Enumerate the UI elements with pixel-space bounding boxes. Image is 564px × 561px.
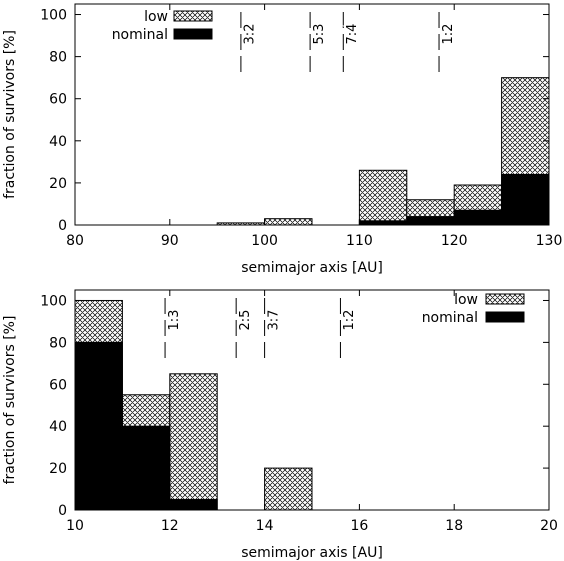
y-tick-label: 20 bbox=[49, 176, 67, 192]
y-tick-label: 40 bbox=[49, 134, 67, 150]
resonance-label-halo: 1:3 bbox=[167, 310, 182, 331]
y-tick-label: 80 bbox=[49, 335, 67, 351]
x-tick-label: 120 bbox=[441, 233, 468, 249]
y-tick-label: 20 bbox=[49, 461, 67, 477]
y-tick-label: 60 bbox=[49, 377, 67, 393]
x-tick-label: 20 bbox=[540, 518, 558, 534]
y-tick-label: 0 bbox=[58, 218, 67, 234]
resonance-label-halo: 2:5 bbox=[238, 310, 253, 331]
y-tick-label: 100 bbox=[40, 8, 67, 24]
resonance-label: 1:2 bbox=[342, 310, 357, 331]
resonance-label: 7:4 bbox=[345, 24, 360, 45]
bar-nominal bbox=[121, 425, 171, 511]
bar-low bbox=[358, 169, 408, 226]
bottom-panel: 1:31:3 2:52:5 3:73:7 1:21:210 12 14 16 18 200204… bbox=[2, 289, 558, 561]
legend-label-nominal: nominal bbox=[422, 310, 478, 326]
legend-label-nominal: nominal bbox=[112, 27, 168, 43]
plot-frame bbox=[74, 3, 550, 226]
resonance-label: 5:3 bbox=[312, 24, 327, 45]
resonance-label-halo: 1:2 bbox=[342, 310, 357, 331]
y-axis-label: fraction of survivors [%] bbox=[2, 30, 18, 199]
legend-swatch-low bbox=[485, 293, 525, 305]
y-tick-label: 80 bbox=[49, 50, 67, 66]
resonance-label-halo: 3:7 bbox=[266, 310, 281, 331]
legend-label-low: low bbox=[144, 9, 168, 25]
resonance-label-halo: 5:3 bbox=[312, 24, 327, 45]
bar-low bbox=[169, 373, 218, 511]
resonance-label-halo: 3:2 bbox=[243, 24, 258, 45]
bar-low bbox=[264, 218, 313, 226]
bar-low bbox=[264, 467, 313, 511]
y-tick-label: 40 bbox=[49, 419, 67, 435]
x-tick-label: 12 bbox=[161, 518, 179, 534]
x-tick-label: 80 bbox=[66, 233, 84, 249]
resonance-label: 3:7 bbox=[266, 310, 281, 331]
x-tick-label: 110 bbox=[346, 233, 373, 249]
y-tick-label: 60 bbox=[49, 92, 67, 108]
resonance-label: 3:2 bbox=[243, 24, 258, 45]
resonance-label: 1:2 bbox=[441, 24, 456, 45]
legend-label-low: low bbox=[454, 292, 478, 308]
x-tick-label: 14 bbox=[256, 518, 274, 534]
legend-swatch-nominal bbox=[173, 28, 213, 40]
legend-swatch-nominal bbox=[485, 311, 525, 323]
legend-swatch-low bbox=[173, 10, 213, 22]
top-panel: 3:23:2 5:35:3 7:47:4 1:21:280 90 100 110 120 130… bbox=[2, 3, 563, 276]
resonance-label-halo: 1:2 bbox=[441, 24, 456, 45]
x-tick-label: 100 bbox=[251, 233, 278, 249]
bar-nominal bbox=[501, 173, 550, 226]
y-tick-label: 0 bbox=[58, 503, 67, 519]
plot-frame bbox=[74, 289, 550, 511]
bar-nominal bbox=[358, 220, 408, 226]
x-axis-label: semimajor axis [AU] bbox=[241, 545, 383, 561]
bar-nominal bbox=[169, 499, 218, 511]
x-tick-label: 18 bbox=[445, 518, 463, 534]
x-tick-label: 16 bbox=[350, 518, 368, 534]
x-tick-label: 90 bbox=[161, 233, 179, 249]
bar-nominal bbox=[406, 216, 455, 226]
x-tick-label: 10 bbox=[66, 518, 84, 534]
bar-nominal bbox=[453, 209, 503, 226]
bar-nominal bbox=[74, 341, 123, 511]
resonance-label: 1:3 bbox=[167, 310, 182, 331]
resonance-label-halo: 7:4 bbox=[345, 24, 360, 45]
x-tick-label: 130 bbox=[536, 233, 563, 249]
resonance-label: 2:5 bbox=[238, 310, 253, 331]
y-tick-label: 100 bbox=[40, 293, 67, 309]
x-axis-label: semimajor axis [AU] bbox=[241, 260, 383, 276]
y-axis-label: fraction of survivors [%] bbox=[2, 316, 18, 485]
